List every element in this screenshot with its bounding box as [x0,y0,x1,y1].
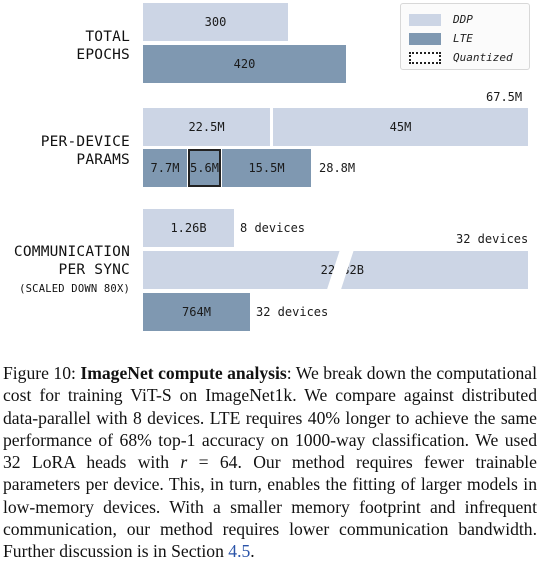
group-label-line: COMMUNICATION [13,244,130,260]
bar-value-label: 22.5M [188,120,225,134]
group-label-line: PARAMS [76,152,130,168]
bar-value-label: 300 [204,15,227,29]
group-sublabel: (SCALED DOWN 80X) [19,283,130,295]
bar-value-label: 1.26B [170,221,207,235]
figure-caption: Figure 10: ImageNet compute analysis: We… [3,362,537,563]
group-label-line: PER-DEVICE [40,134,130,150]
bar-value-label: 764M [182,305,211,319]
bar-value-label: 15.5M [248,161,285,175]
bar-params-lte-quantized-segment: 5.6M [188,149,221,187]
legend-swatch-lte [409,33,441,45]
bar-comm-ddp-8-devices: 1.26B [143,209,234,247]
caption-text: . [250,541,255,562]
total-label-ddp-params: 67.5M [486,90,523,104]
group-label-line: TOTAL [85,29,130,45]
legend: DDP LTE Quantized [400,3,530,70]
total-label-lte-params: 28.8M [319,161,356,175]
figure-number: Figure 10: [3,363,76,383]
legend-swatch-quantized [409,52,441,64]
annotation-32-devices-ddp: 32 devices [456,232,529,246]
bar-value-label: 420 [233,57,256,71]
compute-analysis-chart: TOTAL EPOCHS PER-DEVICE PARAMS COMMUNICA… [0,3,530,331]
figure-title: ImageNet compute analysis [80,363,287,383]
section-link[interactable]: 4.5 [228,541,251,562]
group-label-line: EPOCHS [76,47,130,63]
legend-label: DDP [453,13,473,26]
annotation-32-devices-lte: 32 devices [256,305,329,319]
bar-params-lte-segment-1: 7.7M [143,149,187,187]
bar-params-ddp-segment-1: 22.5M [143,108,270,146]
bar-value-label: 45M [389,120,412,134]
bar-epochs-ddp: 300 [143,3,288,41]
bar-params-lte-segment-3: 15.5M [222,149,311,187]
group-label-line: PER SYNC [58,262,130,278]
annotation-8-devices: 8 devices [240,221,306,235]
caption-text: : We break down the computational cost f… [3,363,537,473]
group-label-total-epochs: TOTAL EPOCHS [10,28,130,64]
bar-params-ddp-segment-2: 45M [273,108,528,146]
bar-value-label: 5.6M [190,161,219,175]
bar-value-label: 7.7M [150,161,180,175]
group-label-per-device-params: PER-DEVICE PARAMS [10,133,130,169]
legend-label: LTE [453,32,473,45]
legend-label: Quantized [453,51,513,64]
bar-comm-lte-32-devices: 764M [143,293,250,331]
caption-variable: r [180,452,188,473]
group-label-communication: COMMUNICATION PER SYNC (SCALED DOWN 80X) [0,243,130,298]
legend-swatch-ddp [409,14,441,26]
bar-epochs-lte: 420 [143,45,346,83]
caption-text: = 64. Our method requires fewer trainabl… [3,452,537,562]
